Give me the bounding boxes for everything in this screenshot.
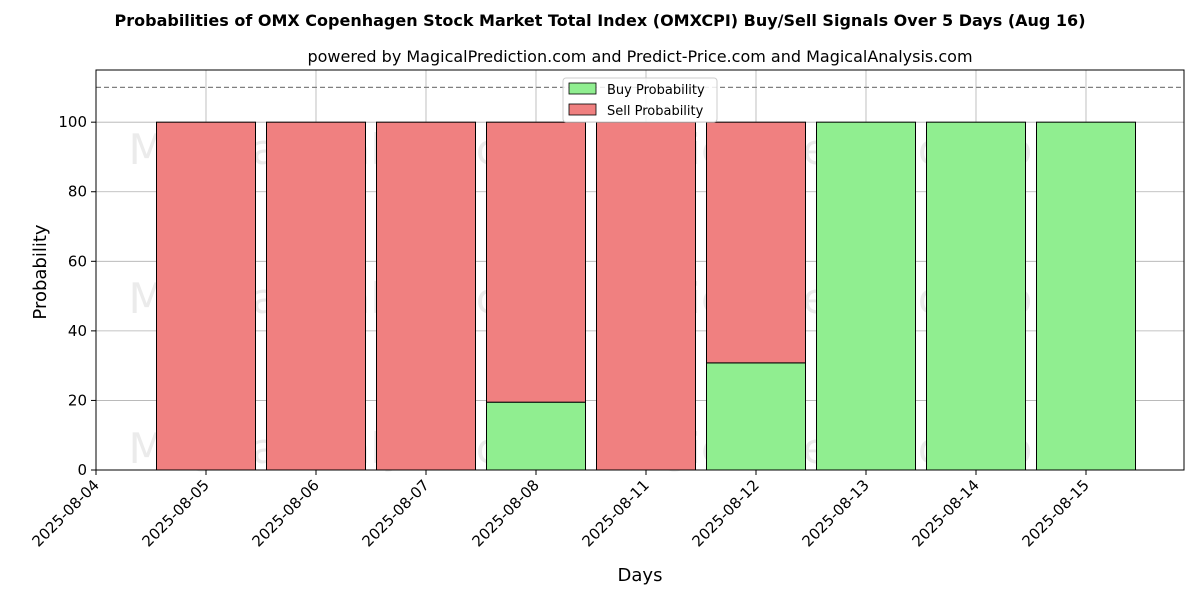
buy-bar-2025-08-15 bbox=[1036, 121, 1136, 471]
chart-title: Probabilities of OMX Copenhagen Stock Ma… bbox=[115, 11, 1086, 30]
sell-bar-2025-08-07 bbox=[376, 121, 476, 471]
sell-bar-2025-08-08 bbox=[486, 121, 586, 403]
x-tick-label: 2025-08-13 bbox=[798, 476, 872, 550]
x-axis-ticks: 2025-08-04 2025-08-05 2025-08-06 2025-08-07… bbox=[28, 470, 1093, 550]
legend-label-buy: Buy Probability bbox=[607, 83, 705, 98]
legend-box bbox=[562, 77, 718, 123]
y-tick-label: 0 bbox=[77, 461, 87, 479]
x-tick-label: 2025-08-07 bbox=[358, 476, 432, 550]
y-axis-ticks: 0 20 40 60 80 100 bbox=[58, 113, 96, 479]
y-tick-label: 40 bbox=[68, 322, 87, 340]
x-tick-label: 2025-08-08 bbox=[468, 476, 542, 550]
x-tick-label: 2025-08-06 bbox=[248, 476, 322, 550]
y-tick-label: 20 bbox=[68, 391, 87, 409]
y-tick-label: 60 bbox=[68, 252, 87, 270]
y-tick-label: 100 bbox=[58, 113, 87, 131]
x-tick-label: 2025-08-04 bbox=[28, 476, 102, 550]
plot-frame bbox=[95, 69, 1185, 471]
buy-bar-2025-08-13 bbox=[816, 121, 916, 471]
legend-swatch-buy bbox=[568, 82, 597, 95]
sell-bar-2025-08-06 bbox=[266, 121, 366, 471]
sell-bar-2025-08-11 bbox=[596, 121, 696, 471]
x-axis-label: Days bbox=[618, 565, 663, 586]
sell-bar-2025-08-05 bbox=[156, 121, 256, 471]
buy-bar-2025-08-08 bbox=[486, 401, 586, 471]
buy-bar-2025-08-12 bbox=[706, 362, 806, 471]
x-tick-label: 2025-08-05 bbox=[138, 476, 212, 550]
bars bbox=[156, 121, 1136, 471]
sell-bar-2025-08-12 bbox=[706, 121, 806, 364]
y-tick-label: 80 bbox=[68, 183, 87, 201]
x-tick-label: 2025-08-11 bbox=[578, 476, 652, 550]
legend-label-sell: Sell Probability bbox=[607, 104, 704, 119]
chart-subtitle: powered by MagicalPrediction.com and Pre… bbox=[307, 47, 972, 66]
x-tick-label: 2025-08-14 bbox=[908, 476, 982, 550]
buy-bar-2025-08-14 bbox=[926, 121, 1026, 471]
x-tick-label: 2025-08-15 bbox=[1018, 476, 1092, 550]
legend-swatch-sell bbox=[568, 103, 597, 116]
x-tick-label: 2025-08-12 bbox=[688, 476, 762, 550]
legend: Buy Probability Sell Probability bbox=[562, 77, 718, 123]
y-axis-label: Probability bbox=[30, 224, 51, 319]
